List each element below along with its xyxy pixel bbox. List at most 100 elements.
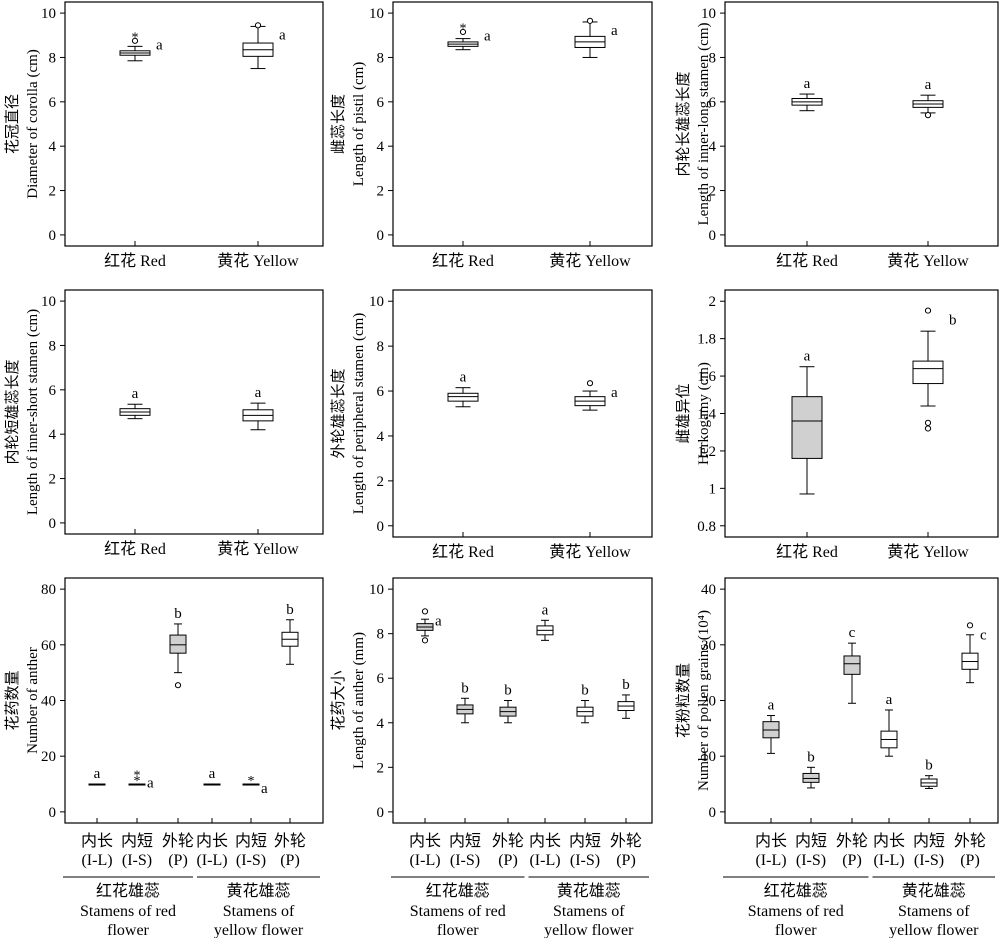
x-category-label-cn: 内长 xyxy=(81,832,113,850)
chart-panel-7: 0 20 40 60 80 花药数量 Number of anther 内长 (I-L) 内短 (I… xyxy=(4,577,324,938)
y-axis-label-en: Number of pollen grains (10⁴) xyxy=(696,610,712,791)
group-label-cn: 红花雄蕊 xyxy=(764,882,828,900)
y-tick-label: 4 xyxy=(709,139,717,155)
significance-label: b xyxy=(461,680,469,696)
y-tick-label: 8 xyxy=(377,339,385,355)
significance-label: b xyxy=(174,606,182,622)
y-tick-label: 8 xyxy=(709,50,717,66)
y-tick-label: 10 xyxy=(369,294,384,310)
y-axis-label-cn: 花药数量 xyxy=(4,670,21,730)
y-tick-label: 2 xyxy=(377,184,385,200)
y-tick-label: 6 xyxy=(49,383,57,399)
y-tick-label: 10 xyxy=(369,6,384,22)
y-tick-label: 4 xyxy=(377,429,385,445)
y-tick-label: 1.2 xyxy=(697,444,716,460)
y-tick-label: 4 xyxy=(377,716,385,732)
group-label-en-line2: flower xyxy=(437,922,479,938)
x-category-label-cn: 内短 xyxy=(795,832,827,850)
y-tick-label: 80 xyxy=(41,582,56,598)
y-tick-label: 6 xyxy=(377,671,385,687)
group-label-en-line2: yellow flower xyxy=(889,922,979,938)
y-tick-label: 8 xyxy=(49,50,57,66)
extreme-point: * xyxy=(134,774,141,789)
y-tick-label: 10 xyxy=(701,749,716,765)
chart-panel-8: 0 2 4 6 8 10 花药大小 Length of anther (mm) 内长 (I-L) 内… xyxy=(330,577,653,938)
y-tick-label: 2 xyxy=(377,760,385,776)
group-label-cn: 黄花雄蕊 xyxy=(557,882,621,900)
box-2: b xyxy=(802,749,820,789)
y-tick-label: 0 xyxy=(49,805,57,821)
box-2: a xyxy=(574,17,618,58)
y-tick-label: 0.8 xyxy=(697,519,716,535)
x-category-label-cn: 内短 xyxy=(913,832,945,850)
x-category-label-cn: 内长 xyxy=(409,832,441,850)
box-5: * a xyxy=(242,774,268,797)
box-2: ** a xyxy=(128,768,154,791)
y-tick-label: 0 xyxy=(709,228,717,244)
x-category-label-cn: 内长 xyxy=(755,832,787,850)
outlier-point xyxy=(924,425,932,432)
y-tick-label: 1.4 xyxy=(697,407,716,423)
x-category-label-cn: 外轮 xyxy=(954,832,986,850)
y-tick-label: 40 xyxy=(701,582,716,598)
x-category-label: 黄花 Yellow xyxy=(217,252,299,270)
y-axis-label-en: Length of inner-short stamen (cm) xyxy=(25,309,41,515)
x-category-label: 黄花 Yellow xyxy=(217,540,299,558)
x-category-label-abbr: (P) xyxy=(498,852,518,869)
y-tick-label: 0 xyxy=(377,805,385,821)
box-6: c xyxy=(961,622,987,684)
box-6: b xyxy=(281,602,299,665)
extreme-point: * xyxy=(134,768,141,783)
group-label-1: 红花雄蕊 Stamens of red flower xyxy=(391,876,525,938)
box-1: a xyxy=(791,76,823,112)
x-category-label-cn: 内短 xyxy=(121,832,153,850)
plot-frame xyxy=(64,577,324,824)
y-tick-label: 6 xyxy=(377,384,385,400)
outlier-point xyxy=(421,608,429,615)
significance-label: a xyxy=(261,781,268,797)
plot-frame xyxy=(392,577,653,824)
y-tick-label: 1 xyxy=(709,481,717,497)
group-label-2: 黄花雄蕊 Stamens of yellow flower xyxy=(528,876,649,938)
y-tick-label: 6 xyxy=(49,95,57,111)
box-4: a xyxy=(880,692,898,757)
group-label-2: 黄花雄蕊 Stamens of yellow flower xyxy=(197,876,320,938)
box-1: a xyxy=(447,370,479,408)
significance-label: a xyxy=(804,76,811,92)
x-category-label-abbr: (I-S) xyxy=(236,852,266,869)
group-label-cn: 黄花雄蕊 xyxy=(902,882,966,900)
group-label-en-line1: Stamens of red xyxy=(80,903,176,920)
x-category-label-abbr: (I-S) xyxy=(914,852,944,869)
box-2: a xyxy=(574,380,618,411)
y-axis-label-en: Length of inner-long stamen (cm) xyxy=(696,23,712,226)
box-1: * a xyxy=(447,21,491,51)
outlier-point xyxy=(131,37,139,44)
group-label-cn: 红花雄蕊 xyxy=(426,882,490,900)
y-tick-label: 10 xyxy=(701,6,716,22)
y-tick-label: 6 xyxy=(709,95,717,111)
significance-label: b xyxy=(286,602,294,618)
y-tick-label: 40 xyxy=(41,694,56,710)
significance-label: b xyxy=(504,683,512,699)
x-category-label-abbr: (P) xyxy=(842,852,862,869)
outlier-point xyxy=(586,380,594,387)
group-label-en-line2: flower xyxy=(107,922,149,938)
box-5: b xyxy=(576,683,594,724)
group-label-en-line1: Stamens of xyxy=(898,903,970,920)
y-tick-label: 0 xyxy=(49,516,57,532)
y-tick-label: 60 xyxy=(41,638,56,654)
group-label-en-line2: yellow flower xyxy=(544,922,634,938)
group-label-cn: 黄花雄蕊 xyxy=(226,882,290,900)
chart-panel-4: 0 2 4 6 8 10 内轮短雄蕊长度 Length of inner-short stam… xyxy=(4,289,324,558)
group-label-en-line1: Stamens of red xyxy=(748,903,844,920)
y-tick-label: 1.8 xyxy=(697,332,716,348)
group-label-en-line2: yellow flower xyxy=(214,922,304,938)
significance-label: a xyxy=(147,775,154,791)
x-category-label-abbr: (I-S) xyxy=(450,852,480,869)
y-tick-label: 2 xyxy=(709,184,717,200)
box-2: a xyxy=(242,22,286,70)
chart-panel-9: 0 10 20 30 40 花粉粒数量 Number of pollen grains (1… xyxy=(675,577,999,938)
y-axis-label-cn: 花冠直径 xyxy=(4,94,21,154)
group-label-1: 红花雄蕊 Stamens of red flower xyxy=(63,876,193,938)
x-category-label-abbr: (I-L) xyxy=(529,852,560,869)
